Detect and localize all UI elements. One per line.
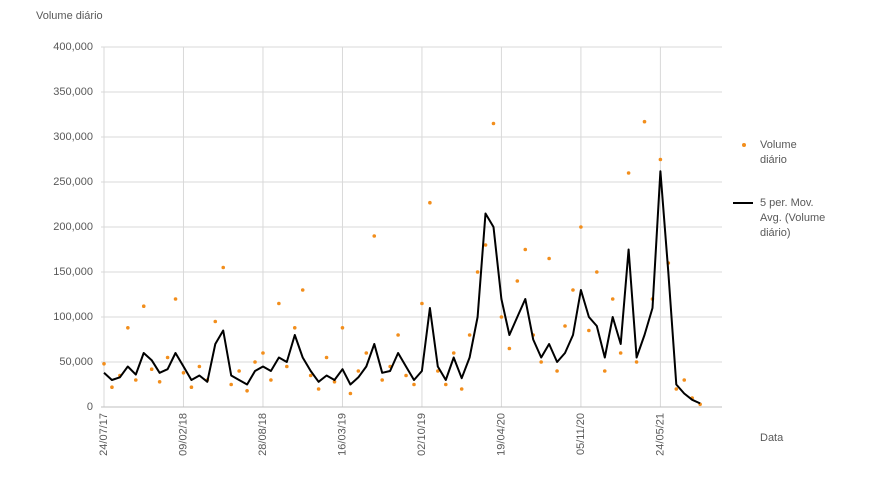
data-point xyxy=(269,378,273,382)
legend-swatch xyxy=(742,143,746,147)
x-tick-label: 05/11/20 xyxy=(575,413,587,455)
data-point xyxy=(610,297,615,301)
data-point xyxy=(475,270,480,274)
data-point xyxy=(634,360,639,364)
data-point xyxy=(642,119,647,124)
legend-label: Volume diário xyxy=(760,139,797,166)
x-axis-title: Data xyxy=(760,432,784,444)
y-tick-label: 300,000 xyxy=(53,131,93,143)
data-point xyxy=(221,265,226,270)
x-tick-label: 09/02/18 xyxy=(177,413,189,456)
data-point xyxy=(507,346,512,351)
data-point xyxy=(451,351,456,355)
data-point xyxy=(626,171,631,175)
y-tick-label: 0 xyxy=(87,401,93,413)
data-point xyxy=(579,225,583,229)
data-point xyxy=(245,389,249,393)
data-point xyxy=(300,288,305,292)
data-point xyxy=(316,387,321,391)
data-point xyxy=(595,270,599,274)
data-point xyxy=(197,364,202,369)
data-point xyxy=(340,326,345,330)
y-tick-label: 350,000 xyxy=(53,86,93,98)
data-point xyxy=(253,360,257,364)
moving-average-line xyxy=(103,170,701,405)
data-point xyxy=(165,355,170,360)
data-point xyxy=(483,243,488,247)
data-point xyxy=(324,355,329,360)
data-point xyxy=(420,301,424,306)
data-point xyxy=(237,369,241,373)
y-tick-label: 50,000 xyxy=(59,356,93,368)
data-point xyxy=(102,362,106,366)
data-point xyxy=(229,382,233,387)
data-point xyxy=(157,380,162,384)
data-point xyxy=(189,385,194,390)
data-point xyxy=(213,319,218,324)
x-tick-label: 02/10/19 xyxy=(416,413,428,456)
data-point xyxy=(308,373,313,378)
data-point xyxy=(173,297,178,301)
data-point xyxy=(674,387,679,391)
data-point xyxy=(110,385,114,390)
data-point xyxy=(292,326,297,330)
data-point xyxy=(587,328,591,333)
data-point xyxy=(133,378,138,382)
data-point xyxy=(539,360,543,364)
data-point xyxy=(141,304,146,309)
data-point xyxy=(412,382,416,387)
legend-label: 5 per. Mov. Avg. (Volume diário) xyxy=(760,197,825,239)
data-point xyxy=(618,351,623,355)
data-point xyxy=(149,367,154,372)
x-tick-label: 24/07/17 xyxy=(98,413,110,456)
data-point xyxy=(356,369,361,373)
data-point xyxy=(443,382,448,387)
y-tick-label: 100,000 xyxy=(53,311,93,323)
data-point xyxy=(364,351,369,355)
data-point xyxy=(181,371,186,375)
x-tick-label: 19/04/20 xyxy=(495,413,507,456)
x-tick-label: 28/08/18 xyxy=(257,413,269,456)
data-point xyxy=(372,234,377,238)
y-tick-label: 200,000 xyxy=(53,221,93,233)
data-point xyxy=(658,157,663,162)
data-point xyxy=(428,200,432,205)
data-point xyxy=(547,256,551,261)
x-tick-label: 16/03/19 xyxy=(336,413,348,456)
data-point xyxy=(404,373,408,378)
data-point xyxy=(285,364,289,369)
y-axis-title: Volume diário xyxy=(36,10,103,22)
data-point xyxy=(602,369,607,373)
data-point xyxy=(571,288,575,292)
y-tick-label: 250,000 xyxy=(53,176,93,188)
data-point xyxy=(515,279,520,283)
x-tick-label: 24/05/21 xyxy=(654,413,666,456)
data-point xyxy=(459,387,464,391)
data-point xyxy=(491,121,496,126)
data-point xyxy=(682,378,687,382)
data-point xyxy=(261,351,265,355)
data-point xyxy=(436,369,440,373)
data-point xyxy=(499,315,504,319)
data-point xyxy=(555,369,559,373)
y-tick-label: 150,000 xyxy=(53,266,93,278)
data-point xyxy=(348,391,353,396)
data-point xyxy=(277,301,281,306)
data-point xyxy=(332,380,337,384)
data-point xyxy=(467,333,472,337)
data-point xyxy=(396,333,400,337)
data-point xyxy=(126,326,130,330)
data-point xyxy=(563,324,567,328)
y-tick-label: 400,000 xyxy=(53,41,93,53)
data-point xyxy=(523,247,528,252)
data-point xyxy=(380,378,384,382)
